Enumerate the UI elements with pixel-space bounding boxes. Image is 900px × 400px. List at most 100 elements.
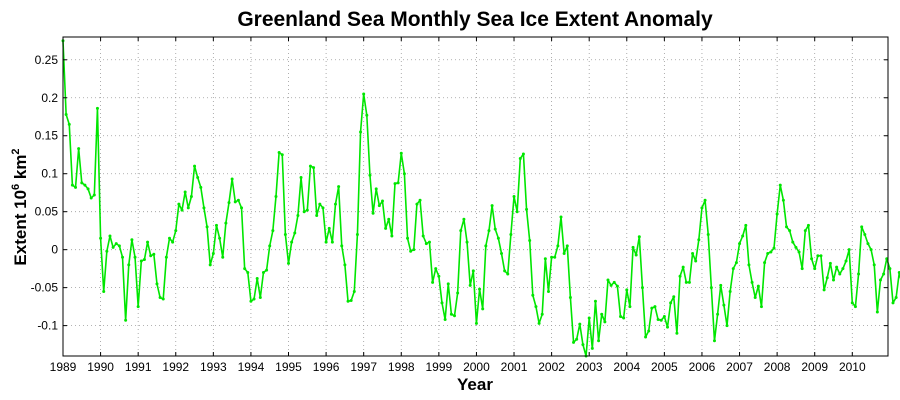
data-point (888, 267, 892, 271)
x-tick-label: 1994 (238, 360, 265, 374)
data-point (691, 251, 695, 255)
data-point (603, 320, 607, 324)
data-point (597, 339, 601, 343)
data-point (440, 301, 444, 305)
data-point (832, 278, 835, 282)
data-point (427, 240, 431, 244)
data-point (393, 182, 397, 186)
data-point (384, 226, 388, 230)
axes: -0.1 -0.05 0 0.05 0.1 0.15 0.2 0.25 1989 1990 1991… (31, 36, 889, 374)
x-tick-label: 2008 (764, 360, 791, 374)
data-point (277, 150, 281, 154)
data-point (249, 299, 253, 303)
data-point (299, 176, 303, 180)
data-point (841, 267, 845, 271)
plot-frame (62, 36, 889, 357)
data-point (449, 312, 453, 316)
data-point (352, 289, 356, 293)
data-point (866, 242, 870, 246)
data-point (653, 305, 657, 309)
data-point (803, 229, 807, 233)
data-point (509, 232, 513, 236)
y-axis-label: Extent 106 km2 (10, 148, 30, 265)
data-point (255, 277, 259, 281)
data-point (531, 293, 535, 297)
data-point (183, 190, 187, 194)
data-point (659, 318, 663, 322)
data-point (287, 261, 291, 265)
data-point (318, 202, 322, 206)
data-point (543, 257, 547, 261)
data-point (766, 251, 770, 255)
data-point (258, 296, 262, 300)
data-point (421, 234, 425, 238)
data-point (243, 267, 247, 271)
data-point (343, 263, 347, 267)
data-point (152, 252, 156, 256)
chart-title: Greenland Sea Monthly Sea Ice Extent Ano… (237, 8, 713, 31)
data-point (625, 288, 629, 292)
x-tick-label: 2009 (801, 360, 828, 374)
data-point (806, 223, 810, 227)
x-tick-label: 1991 (125, 360, 152, 374)
data-point (897, 270, 900, 274)
data-point (246, 270, 250, 274)
data-point (114, 242, 118, 246)
data-point (102, 289, 106, 293)
data-point (412, 248, 416, 252)
data-point (199, 185, 203, 189)
data-point (534, 305, 538, 309)
data-point (709, 286, 713, 290)
data-point (706, 232, 710, 236)
data-point (252, 297, 256, 301)
data-point (346, 299, 350, 303)
data-point (719, 283, 723, 287)
data-point (362, 92, 366, 96)
data-point (503, 269, 507, 273)
data-point (83, 183, 87, 187)
data-point (218, 236, 222, 240)
data-point (465, 240, 469, 244)
data-point (634, 253, 638, 257)
data-point (305, 208, 309, 212)
data-point (628, 305, 632, 309)
data-point (315, 213, 319, 217)
data-point (474, 321, 478, 325)
data-point (615, 284, 619, 288)
data-point (481, 307, 485, 311)
data-point (214, 223, 218, 227)
data-point (750, 280, 754, 284)
data-point (681, 265, 685, 269)
data-point (722, 303, 726, 307)
data-point (89, 196, 93, 200)
data-point (697, 238, 701, 242)
data-point (810, 257, 814, 261)
data-point (167, 236, 171, 240)
x-tick-label: 2005 (651, 360, 678, 374)
data-point (878, 278, 882, 282)
data-point (377, 204, 381, 208)
data-point (271, 229, 275, 233)
data-point (731, 267, 735, 271)
x-tick-label: 1992 (162, 360, 189, 374)
data-point (853, 305, 857, 309)
data-point (74, 185, 78, 189)
data-point (396, 181, 400, 185)
data-point (637, 235, 641, 239)
data-point (490, 204, 494, 208)
data-point (778, 183, 782, 187)
data-point (415, 202, 419, 206)
data-point (406, 236, 410, 240)
data-point (763, 261, 767, 265)
data-point (158, 296, 162, 300)
data-point (374, 187, 378, 191)
y-tick-label: 0 (51, 243, 58, 257)
data-point (838, 272, 842, 276)
data-point (164, 255, 168, 259)
data-point (684, 280, 688, 284)
data-point (822, 288, 826, 292)
data-point (728, 289, 732, 293)
y-tick-label: -0.05 (31, 281, 59, 295)
data-point (496, 236, 500, 240)
data-point (656, 318, 660, 322)
